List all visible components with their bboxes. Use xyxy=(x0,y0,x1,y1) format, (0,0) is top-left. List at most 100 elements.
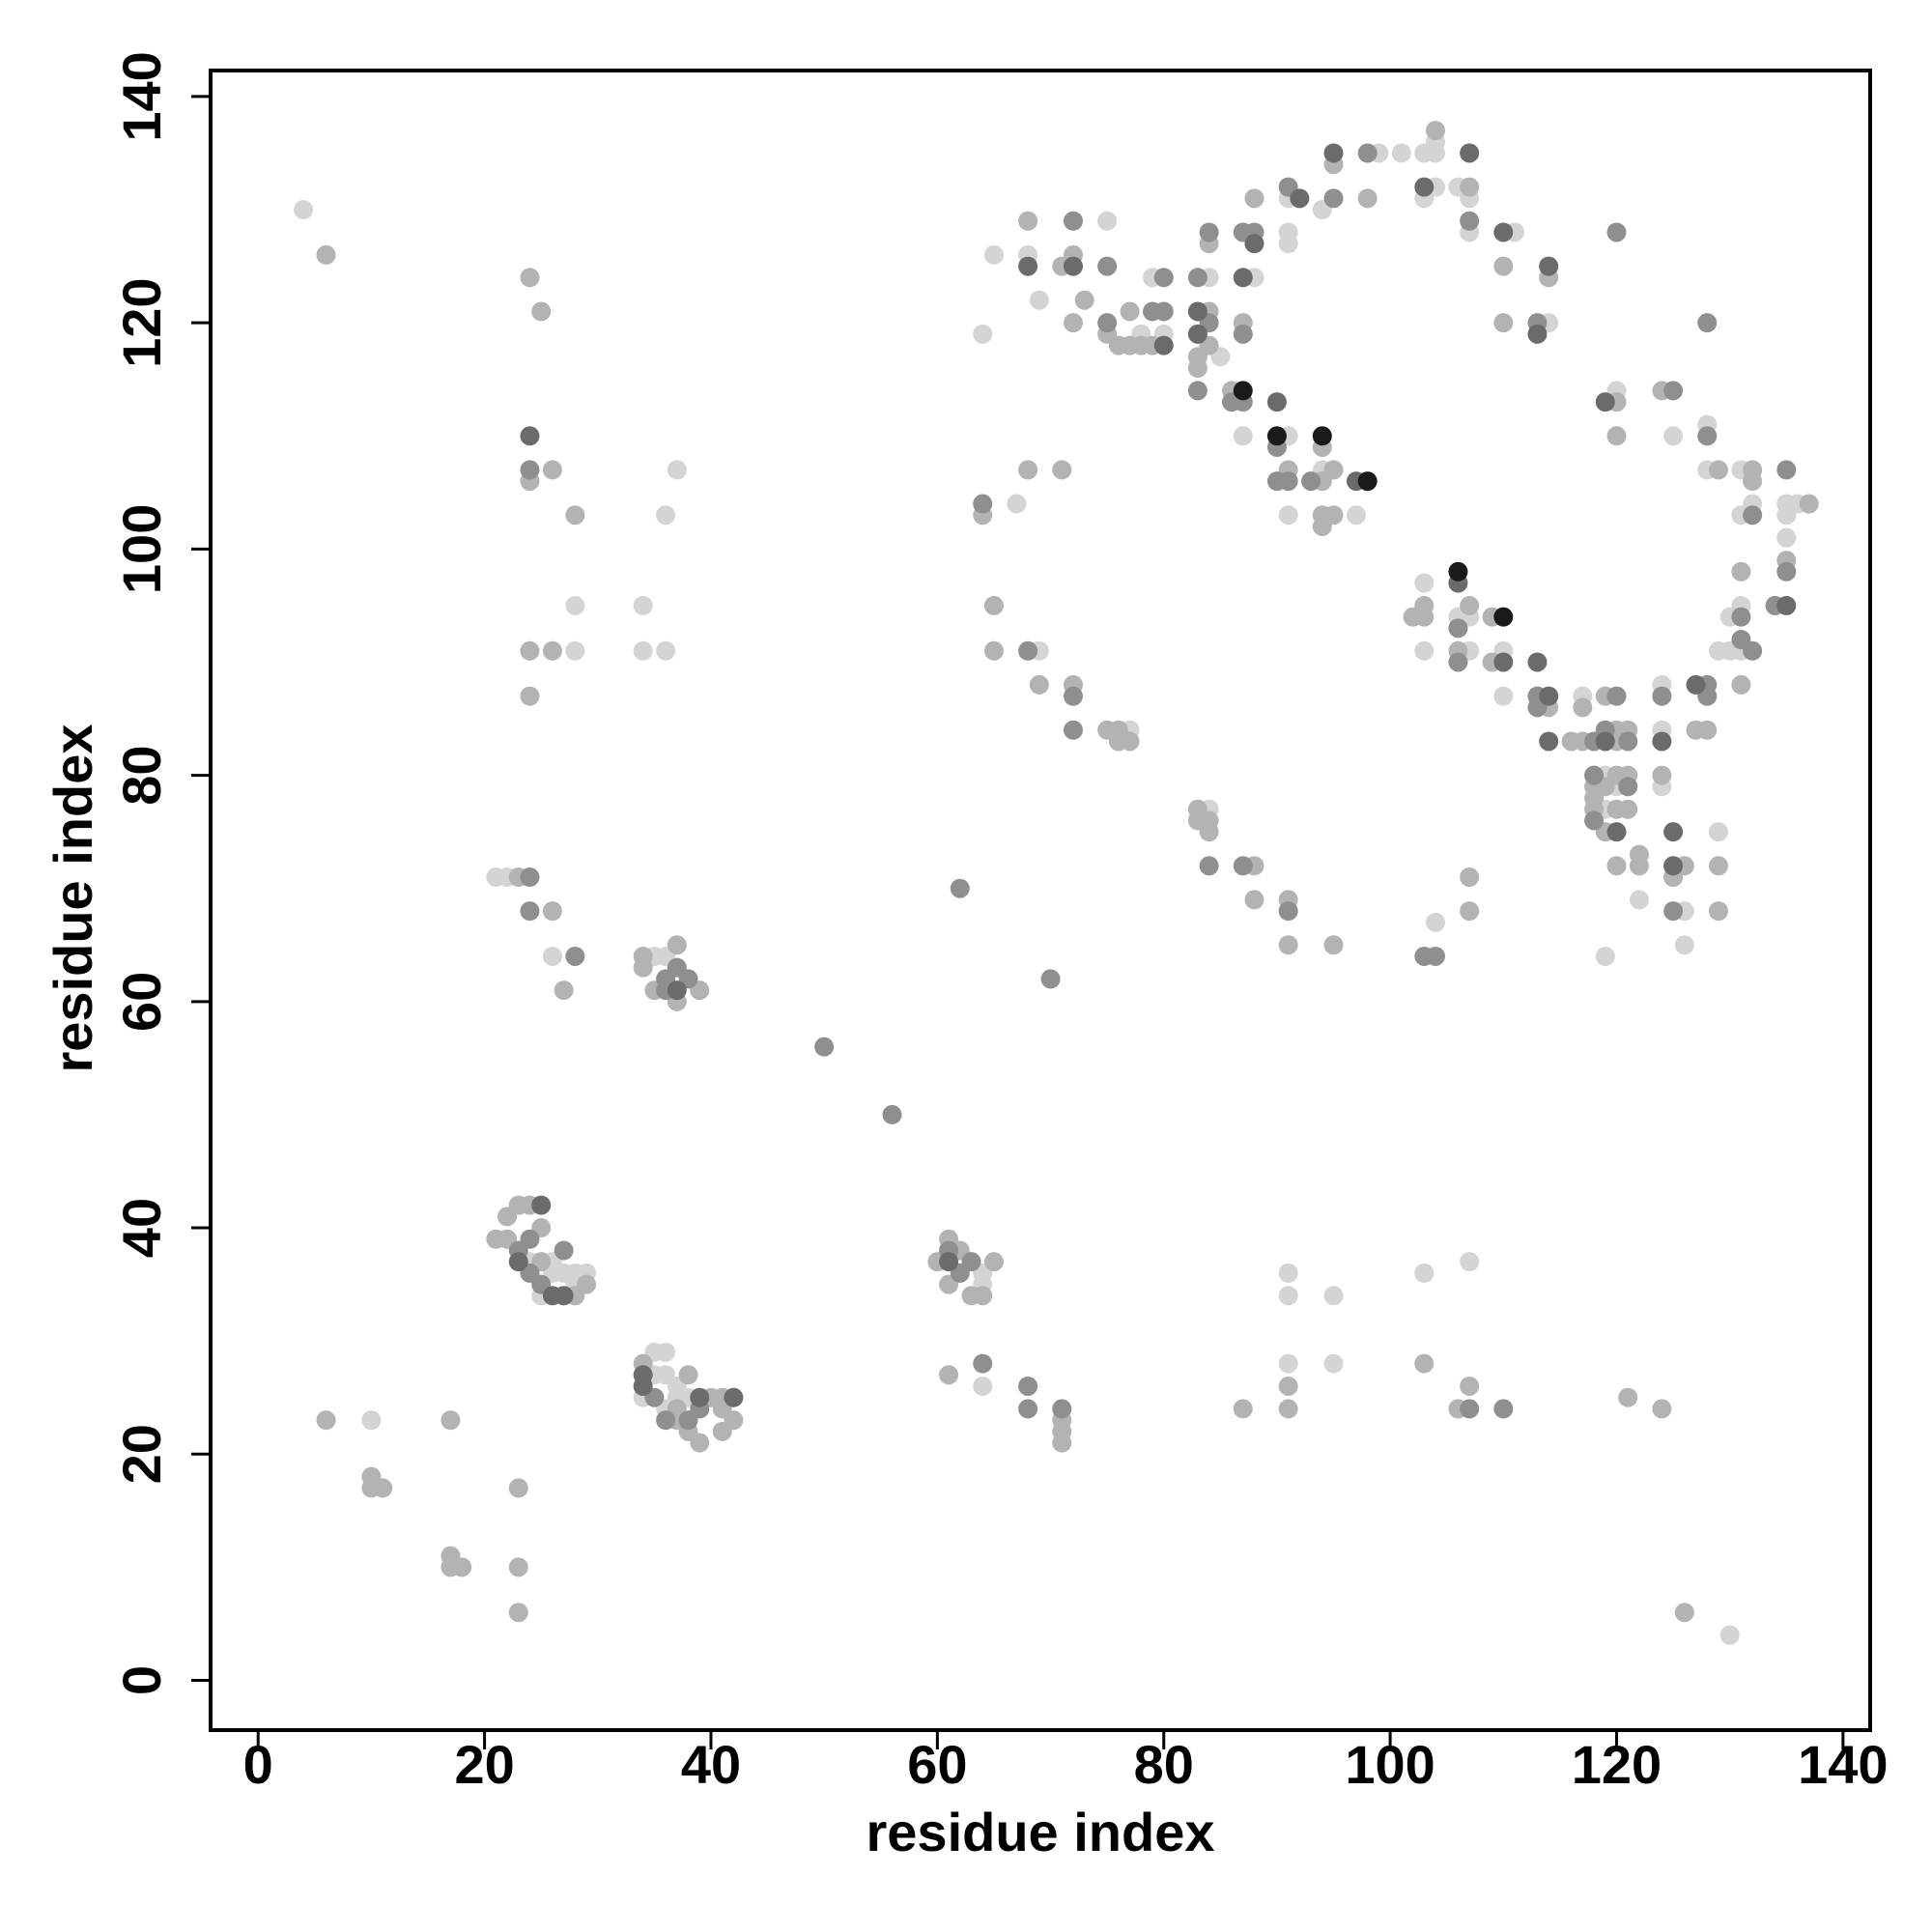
point xyxy=(667,980,687,1001)
point xyxy=(973,324,993,344)
point xyxy=(520,268,540,288)
point xyxy=(1539,731,1559,752)
point xyxy=(1493,313,1514,333)
point xyxy=(1244,188,1264,209)
point xyxy=(1120,731,1140,752)
point xyxy=(1584,765,1605,785)
point xyxy=(1018,211,1038,231)
point xyxy=(961,1252,981,1272)
point xyxy=(1029,290,1049,310)
point xyxy=(520,426,540,446)
point xyxy=(656,505,676,526)
point xyxy=(1278,1263,1298,1283)
point xyxy=(1708,460,1728,480)
point xyxy=(1323,935,1344,955)
point xyxy=(973,1353,993,1374)
point xyxy=(1097,313,1118,333)
point xyxy=(565,946,585,966)
point xyxy=(1278,935,1298,955)
point xyxy=(1776,561,1797,582)
point xyxy=(1323,460,1344,480)
y-axis-label: residue index xyxy=(43,724,103,1072)
point xyxy=(1618,1387,1638,1407)
point xyxy=(1266,426,1287,446)
point xyxy=(1278,234,1298,254)
point xyxy=(1595,392,1615,412)
point xyxy=(1018,460,1038,480)
point xyxy=(1357,471,1378,492)
point xyxy=(1493,256,1514,276)
point xyxy=(1686,674,1706,695)
y-tick-label: 20 xyxy=(111,1424,172,1484)
point xyxy=(1708,901,1728,922)
point xyxy=(983,244,1004,265)
point xyxy=(724,1387,744,1407)
point xyxy=(1074,290,1094,310)
point xyxy=(452,1557,472,1577)
point xyxy=(1391,143,1411,163)
x-tick-label: 140 xyxy=(1798,1734,1888,1795)
point xyxy=(1323,188,1344,209)
point xyxy=(973,1286,993,1306)
point xyxy=(1652,1399,1672,1419)
x-tick-label: 60 xyxy=(907,1734,967,1795)
point xyxy=(667,460,687,480)
point xyxy=(520,686,540,706)
point xyxy=(1674,1603,1694,1623)
point xyxy=(1460,595,1480,615)
point xyxy=(1606,822,1627,842)
point xyxy=(1448,561,1468,582)
point xyxy=(520,640,540,661)
point xyxy=(1323,143,1344,163)
point xyxy=(1007,494,1027,514)
point xyxy=(1448,652,1468,672)
point xyxy=(1187,268,1208,288)
point xyxy=(814,1037,835,1057)
point xyxy=(1063,686,1083,706)
point xyxy=(1584,810,1605,831)
point xyxy=(1323,1353,1344,1374)
point xyxy=(531,301,552,322)
point xyxy=(1052,460,1072,480)
point xyxy=(1233,426,1253,446)
point xyxy=(1233,381,1253,401)
point xyxy=(1278,1376,1298,1396)
point xyxy=(633,1376,653,1396)
point xyxy=(1097,256,1118,276)
point xyxy=(1187,381,1208,401)
point xyxy=(316,244,336,265)
point xyxy=(1063,211,1083,231)
point xyxy=(1663,381,1684,401)
point xyxy=(1312,426,1332,446)
point xyxy=(1573,697,1593,718)
point xyxy=(678,1365,698,1385)
point xyxy=(1425,121,1445,141)
point xyxy=(1743,505,1763,526)
point xyxy=(1460,1376,1480,1396)
y-tick-label: 0 xyxy=(111,1665,172,1695)
x-tick-label: 20 xyxy=(454,1734,514,1795)
point xyxy=(973,1376,993,1396)
point xyxy=(1301,471,1321,492)
point xyxy=(1460,143,1480,163)
point xyxy=(1460,211,1480,231)
point xyxy=(1460,901,1480,922)
point xyxy=(939,1365,959,1385)
point xyxy=(1414,177,1435,197)
point xyxy=(542,946,562,966)
point xyxy=(1266,392,1287,412)
point xyxy=(1527,324,1548,344)
point xyxy=(1460,177,1480,197)
point xyxy=(1618,777,1638,797)
point xyxy=(1244,890,1264,910)
point xyxy=(554,1286,574,1306)
plot-frame xyxy=(209,69,1872,1732)
point xyxy=(1357,188,1378,209)
x-tick-label: 100 xyxy=(1345,1734,1435,1795)
point xyxy=(316,1410,336,1431)
point xyxy=(440,1410,461,1431)
point xyxy=(1199,856,1219,876)
point xyxy=(1233,268,1253,288)
point xyxy=(1460,1399,1480,1419)
point xyxy=(1776,595,1797,615)
